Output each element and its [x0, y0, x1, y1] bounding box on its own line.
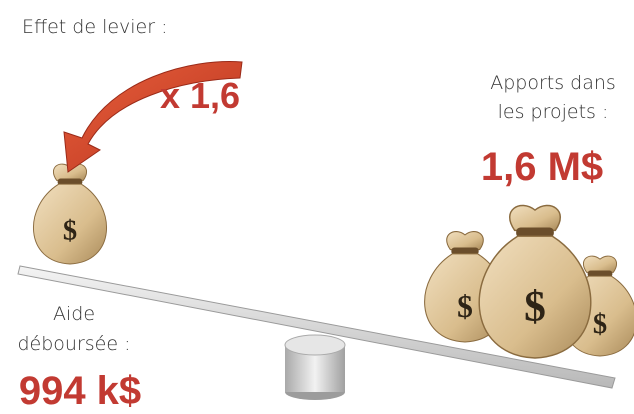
contributions-amount: 1,6 M$: [481, 145, 603, 189]
bag-symbol: $: [457, 289, 473, 324]
bag-symbol: $: [63, 215, 77, 246]
leverage-factor: x 1,6: [160, 75, 240, 116]
bag-symbol: $: [524, 282, 546, 330]
leverage-label: Effet de levier :: [22, 16, 168, 38]
bag-symbol: $: [593, 309, 607, 340]
aid-label: Aide: [53, 303, 95, 325]
infographic: $ $ $ $ Effet de levier : x 1,6 Apports …: [0, 0, 634, 414]
contributions-label: les projets :: [498, 101, 609, 123]
fulcrum: [285, 335, 345, 400]
aid-amount: 994 k$: [19, 369, 141, 413]
money-bag-small: $: [33, 164, 106, 264]
money-bag-large: $: [479, 205, 591, 358]
aid-label: déboursée :: [17, 333, 130, 355]
contributions-label: Apports dans: [490, 72, 616, 94]
